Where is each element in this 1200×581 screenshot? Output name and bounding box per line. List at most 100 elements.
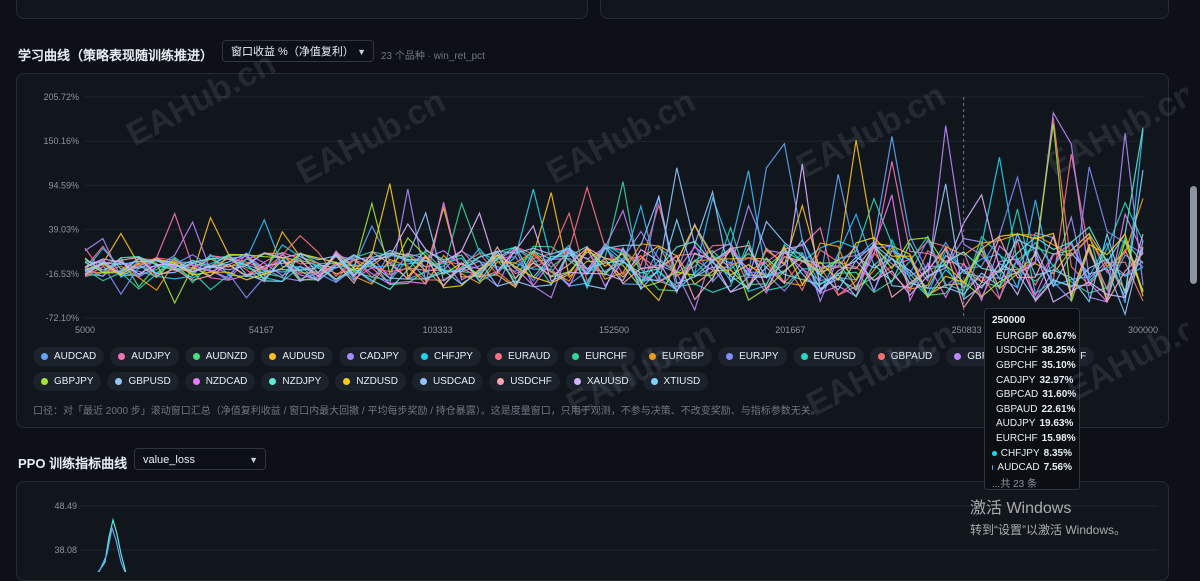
legend-item[interactable]: NZDUSD [335,372,406,391]
legend-item[interactable]: USDCAD [411,372,484,391]
legend-dot-icon [572,353,580,360]
page-scrollbar[interactable] [1188,0,1200,563]
tooltip-series-name: AUDJPY [996,418,1036,430]
tooltip-series-name: AUDCAD [997,462,1040,474]
tooltip-series-name: GBPCAD [996,389,1039,401]
metric-caption: 口径：对「最近 2000 步」滚动窗口汇总（净值复利收益 / 窗口内最大回撤 /… [33,406,821,417]
y-tick-label: -72.10% [45,313,79,323]
scrollbar-thumb[interactable] [1190,186,1197,284]
x-tick-label: 300000 [1128,325,1158,335]
chevron-down-icon: ▼ [249,455,258,465]
tooltip-row: GBPCAD 31.60% [992,387,1076,402]
legend-item[interactable]: GBPJPY [33,372,102,391]
legend-item[interactable]: EURGBP [640,347,713,366]
legend-label: EURAUD [507,351,551,362]
legend-item[interactable]: AUDJPY [110,347,179,366]
legend-dot-icon [192,353,200,360]
legend-dot-icon [494,353,502,360]
legend-dot-icon [726,353,734,360]
metric-note: 23 个品种 · win_ret_pct [381,51,485,62]
tooltip-dot-icon [992,465,994,471]
legend-label: XTIUSD [663,376,701,387]
y-tick-label: 94.59% [48,180,79,190]
tooltip-series-value: 38.25% [1041,345,1076,357]
legend-item[interactable]: XAUUSD [565,372,637,391]
legend-dot-icon [343,378,351,385]
series-line [84,234,1144,310]
legend-label: AUDJPY [131,351,171,362]
tooltip-title: 250000 [992,315,1026,326]
tooltip-series-value: 60.67% [1042,330,1077,342]
tooltip-series-name: GBPAUD [996,403,1038,415]
legend-label: NZDJPY [282,376,322,387]
tooltip-series-name: CADJPY [996,374,1036,386]
legend-item[interactable]: EURUSD [792,347,864,366]
metric-select[interactable]: 窗口收益 %（净值复利） ▼ [222,40,374,62]
tooltip-series-value: 19.63% [1039,418,1074,430]
x-tick-label: 201667 [775,325,805,335]
x-tick-label: 250833 [952,325,982,335]
ppo-line [97,517,127,572]
legend-label: GBPJPY [54,376,94,387]
legend-item[interactable]: CADJPY [338,347,408,366]
legend-label: EURUSD [813,351,856,362]
tooltip-series-name: USDCHF [996,345,1038,357]
series-line [84,183,1144,302]
ppo-line [96,525,126,572]
legend-label: USDCHF [510,376,552,387]
legend-item[interactable]: NZDJPY [261,372,330,391]
series-line [84,111,1144,312]
legend-dot-icon [650,378,658,385]
tooltip-more: ...共 23 条 [992,478,1038,490]
legend-item[interactable]: GBPAUD [869,347,941,366]
ppo-metric-select[interactable]: value_loss ▼ [134,448,266,470]
windows-activation-hint: 转到“设置”以激活 Windows。 [970,523,1127,537]
legend-label: CADJPY [359,351,400,362]
x-tick-label: 103333 [423,325,453,335]
legend-item[interactable]: EURCHF [564,347,635,366]
tooltip-row: CADJPY 32.97% [992,373,1073,388]
tooltip-series-value: 7.56% [1043,462,1072,474]
legend-item[interactable]: EURAUD [486,347,559,366]
legend-label: EURJPY [739,351,779,362]
legend-item[interactable]: AUDCAD [33,347,105,366]
series-line [84,163,1144,303]
legend-dot-icon [648,353,656,360]
legend-item[interactable]: USDCHF [489,372,560,391]
legend-dot-icon [421,353,429,360]
series-line [84,167,1144,302]
tooltip-row: CHFJPY 8.35% [992,446,1072,461]
ppo-y-tick: 48.49 [54,501,77,511]
legend-dot-icon [497,378,505,385]
legend-label: NZDUSD [356,376,398,387]
legend-item[interactable]: AUDNZD [184,347,256,366]
legend-item[interactable]: CHFJPY [413,347,481,366]
ppo-section-title: PPO 训练指标曲线 [18,456,128,471]
tooltip-row: GBPCHF 35.10% [992,358,1076,373]
y-tick-label: 205.72% [43,92,79,102]
legend-item[interactable]: GBPUSD [107,372,179,391]
tooltip-series-name: EURCHF [996,432,1038,444]
legend-dot-icon [954,353,962,360]
x-tick-label: 152500 [599,325,629,335]
tooltip-row: EURGBP 60.67% [992,329,1076,344]
legend-dot-icon [269,353,277,360]
series-line [84,132,1144,303]
series-line [84,194,1144,303]
legend-item[interactable]: EURJPY [718,347,787,366]
legend-dot-icon [115,378,123,385]
legend-item[interactable]: AUDUSD [261,347,333,366]
windows-activation-notice: 激活 Windows 转到“设置”以激活 Windows。 [970,494,1126,538]
tooltip-series-name: EURGBP [996,330,1039,342]
tooltip-series-value: 35.10% [1041,359,1076,371]
tooltip-row: USDCHF 38.25% [992,344,1076,359]
legend-dot-icon [269,378,277,385]
tooltip-dot-icon [992,450,997,456]
legend-dot-icon [877,353,885,360]
legend-item[interactable]: XTIUSD [642,372,709,391]
tooltip-series-name: GBPCHF [996,359,1038,371]
legend-item[interactable]: NZDCAD [184,372,256,391]
legend-label: EURCHF [585,351,627,362]
tooltip-row: AUDJPY 19.63% [992,417,1074,432]
legend-label: GBPUSD [128,376,171,387]
